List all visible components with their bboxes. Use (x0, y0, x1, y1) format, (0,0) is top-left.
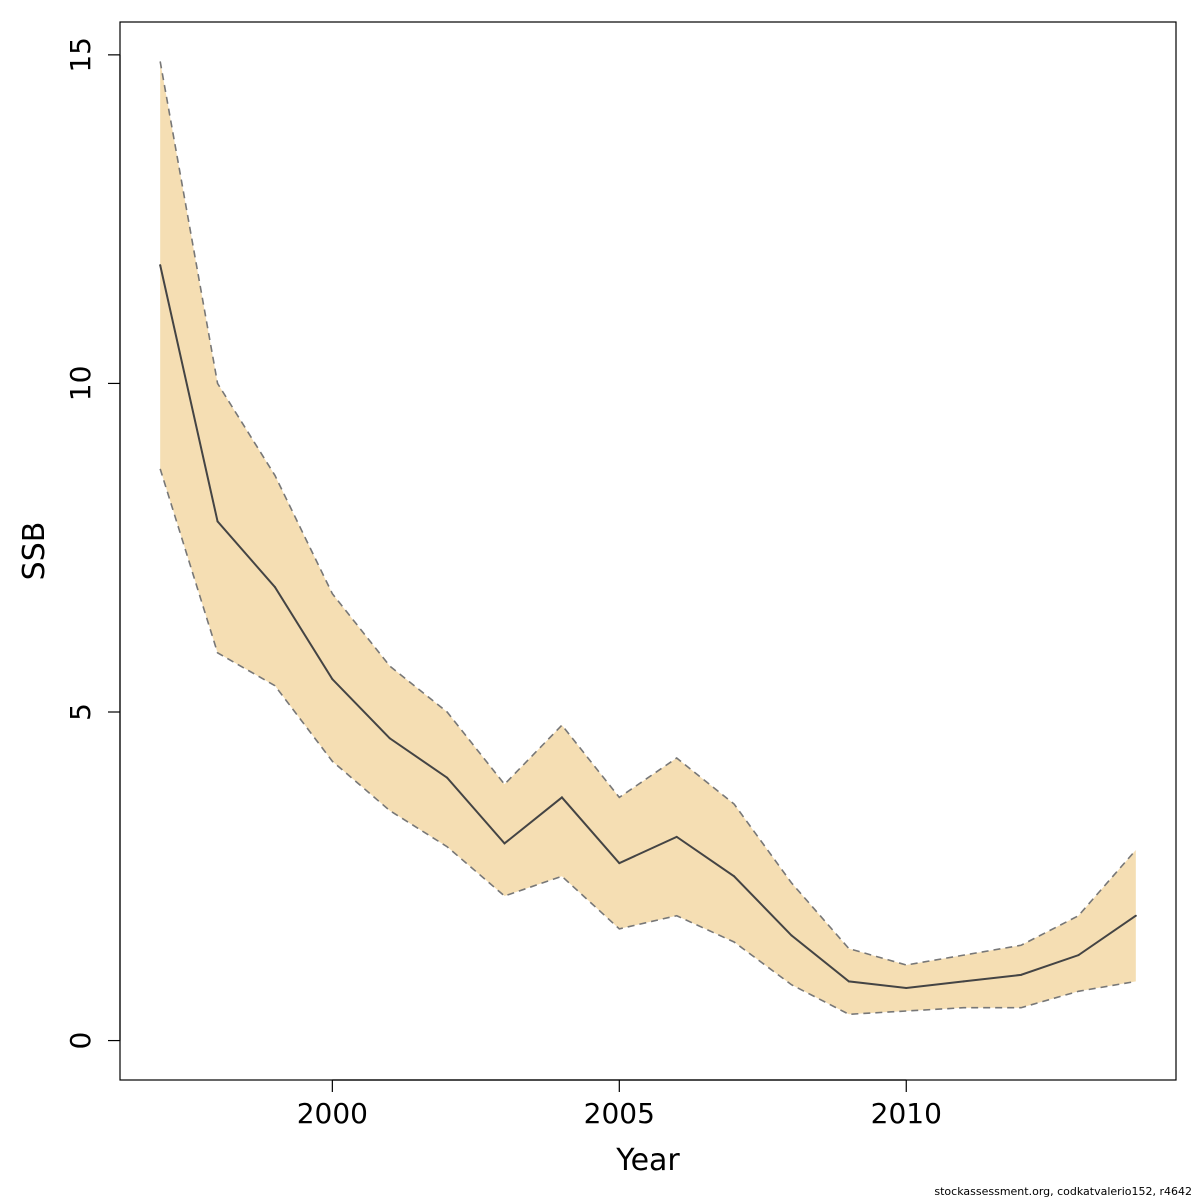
lower-bound-line (159, 468, 1136, 1016)
estimate-point-2001 (388, 737, 391, 740)
estimate-point-2013 (1077, 954, 1080, 957)
y-axis-title: SSB (17, 522, 52, 581)
estimate-point-2011 (962, 980, 965, 983)
x-axis-title: Year (615, 1143, 680, 1178)
y-tick-label-15: 15 (64, 37, 97, 73)
estimate-point-2000 (331, 678, 334, 681)
upper-bound-line (159, 61, 1137, 966)
estimate-point-2012 (1020, 973, 1023, 976)
estimate-line (159, 264, 1137, 990)
x-tick-label-2005: 2005 (584, 1097, 655, 1130)
x-tick-label-2010: 2010 (871, 1097, 942, 1130)
estimate-point-2010 (905, 987, 908, 989)
estimate-point-2002 (446, 776, 449, 779)
y-tick-label-0: 0 (64, 1032, 97, 1050)
footer-credit: stockassessment.org, codkatvalerio152, r… (934, 1185, 1192, 1198)
axes-layer: 2000 2005 2010 0 5 10 15 (64, 37, 942, 1130)
estimate-point-1999 (273, 586, 276, 589)
estimate-point-2007 (733, 875, 736, 878)
estimate-point-2008 (790, 934, 793, 937)
estimate-point-1997 (159, 264, 162, 267)
estimate-point-2009 (847, 980, 850, 983)
estimate-point-2014 (1134, 914, 1137, 917)
estimate-point-2003 (503, 842, 506, 845)
estimate-point-2004 (560, 796, 563, 799)
y-tick-label-10: 10 (64, 366, 97, 402)
estimate-point-1998 (216, 520, 219, 523)
x-tick-label-2000: 2000 (297, 1097, 368, 1130)
estimate-point-2005 (618, 862, 621, 865)
estimate-point-2006 (675, 835, 678, 838)
y-tick-label-5: 5 (64, 703, 97, 721)
confidence-band (160, 61, 1136, 1015)
plot-layer (159, 61, 1137, 1016)
